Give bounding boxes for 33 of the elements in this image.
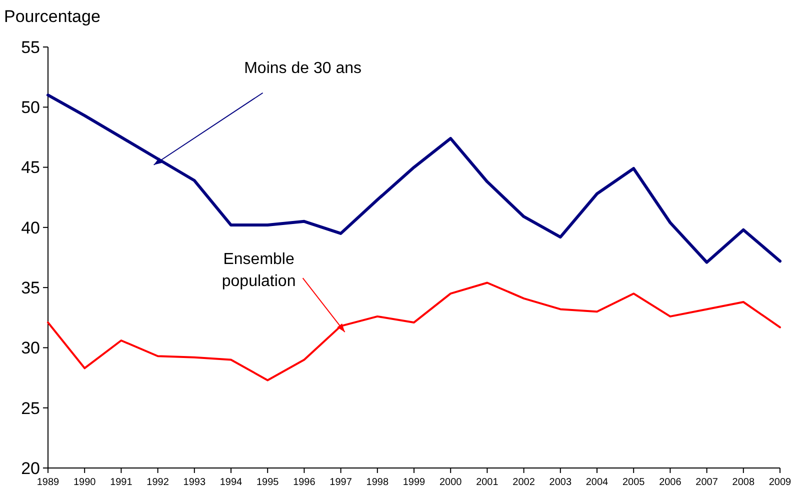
x-tick-label: 2006 [659,477,682,488]
y-tick-label: 30 [21,338,40,358]
y-axis-title: Pourcentage [4,7,100,26]
y-tick-label: 35 [21,278,40,298]
y-tick-label: 40 [21,218,40,238]
x-tick-label: 2009 [768,477,792,488]
x-tick-label: 2000 [439,477,462,488]
line-series [46,94,782,264]
x-tick-label: 2001 [476,477,499,488]
x-tick-label: 2003 [549,477,572,488]
annotation: Ensemble population [222,251,296,290]
y-tick-label: 25 [21,398,40,418]
x-tick-label: 1996 [293,477,316,488]
x-tick-label: 1997 [330,477,352,488]
x-tick-label: 1991 [110,477,133,488]
x-tick-label: 2008 [732,477,755,488]
x-tick-label: 2004 [586,477,609,488]
y-tick-label: 20 [21,458,40,478]
x-tick-label: 1992 [146,477,170,488]
x-tick-label: 1999 [402,477,426,488]
x-tick-label: 2002 [512,477,536,488]
annotation: Moins de 30 ans [244,60,362,77]
x-tick-label: 1995 [256,477,280,488]
x-tick-label: 1989 [36,477,60,488]
x-tick-label: 2005 [622,477,646,488]
x-tick-label: 1990 [73,477,96,488]
x-tick-label: 1994 [220,477,243,488]
y-tick-label: 50 [21,98,40,118]
y-tick-label: 55 [21,38,40,57]
y-tick-label: 45 [21,158,40,178]
x-tick-label: 2007 [696,477,718,488]
x-tick-label: 1998 [366,477,389,488]
x-tick-label: 1993 [183,477,206,488]
